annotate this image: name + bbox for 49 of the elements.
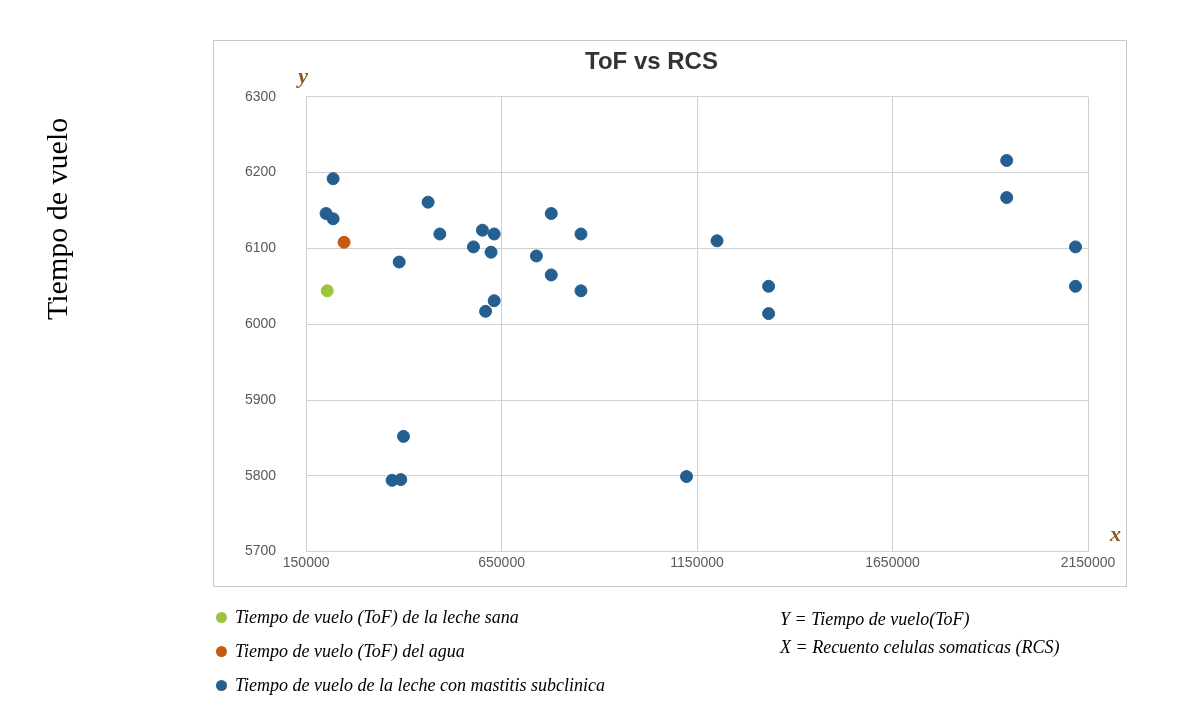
- point: [680, 470, 694, 484]
- y-axis-title: y: [295, 63, 309, 89]
- x-tick-label: 150000: [282, 553, 330, 570]
- point: [762, 279, 776, 293]
- point: [475, 223, 489, 237]
- y-tick-label: 5900: [244, 390, 277, 407]
- point: [396, 429, 410, 443]
- point: [762, 307, 776, 321]
- y-tick-label: 6000: [244, 315, 277, 332]
- y-tick-label: 6300: [244, 87, 277, 104]
- point: [1068, 240, 1082, 254]
- point: [484, 245, 498, 259]
- point: [1000, 191, 1014, 205]
- point: [421, 195, 435, 209]
- x-tick-label: 650000: [478, 553, 526, 570]
- point: [326, 172, 340, 186]
- x-axis-title: x: [1109, 521, 1121, 547]
- point: [320, 284, 334, 298]
- y-tick-label: 5700: [244, 542, 277, 559]
- point: [433, 227, 447, 241]
- point: [337, 235, 351, 249]
- x-tick-label: 1150000: [670, 553, 725, 570]
- point: [544, 268, 558, 282]
- point: [710, 234, 724, 248]
- legend-label: Tiempo de vuelo (ToF) del agua: [235, 640, 465, 662]
- point: [466, 240, 480, 254]
- point: [487, 227, 501, 241]
- legend-label: Tiempo de vuelo (ToF) de la leche sana: [235, 606, 519, 628]
- point: [529, 249, 543, 263]
- text: Tiempo de vuelo: [40, 117, 74, 320]
- point: [487, 294, 501, 308]
- legend-label: Tiempo de vuelo de la leche con mastitis subclinica: [235, 674, 605, 696]
- point: [574, 284, 588, 298]
- point: [394, 473, 408, 487]
- point: [574, 227, 588, 241]
- text: X = Recuento celulas somaticas (RCS): [780, 636, 1060, 659]
- point: [392, 255, 406, 269]
- point: [1000, 153, 1014, 167]
- x-tick-label: 2150000: [1060, 553, 1116, 570]
- point: [326, 212, 340, 226]
- x-tick-label: 1650000: [865, 553, 920, 570]
- y-tick-label: 5800: [244, 466, 277, 483]
- point: [479, 304, 493, 318]
- text: Y = Tiempo de vuelo(ToF): [780, 608, 971, 631]
- point: [1068, 279, 1082, 293]
- point: [544, 207, 558, 221]
- chart-title: ToF vs RCS: [585, 47, 718, 75]
- y-tick-label: 6200: [244, 163, 277, 180]
- y-tick-label: 6100: [244, 239, 277, 256]
